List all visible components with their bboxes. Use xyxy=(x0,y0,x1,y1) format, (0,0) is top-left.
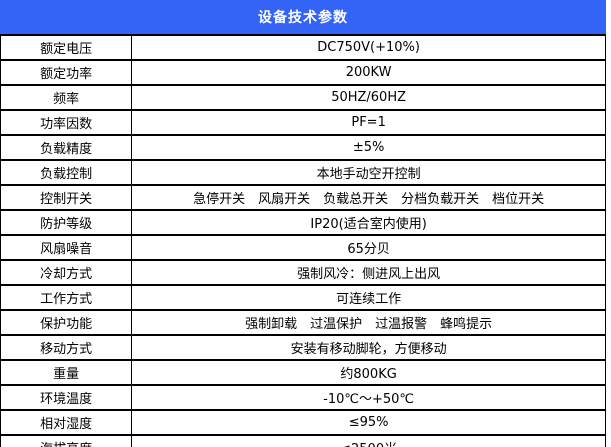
param-label-cell: 移动方式 xyxy=(0,334,133,361)
table-title: 设备技术参数 xyxy=(258,10,348,26)
param-value-cell: 可连续工作 xyxy=(131,284,606,311)
param-value-cell: DC750V(+10%) xyxy=(131,34,606,61)
param-label-cell: 频率 xyxy=(0,84,133,111)
param-label-cell: 相对湿度 xyxy=(0,409,133,436)
table-row: 海拔高度≤2500米 xyxy=(0,434,606,447)
table-row: 工作方式 可连续工作 xyxy=(0,284,606,311)
table-row: 保护功能 强制卸载 过温保护 过温报警 蜂鸣提示 xyxy=(0,309,606,336)
param-label-cell: 防护等级 xyxy=(0,209,133,236)
table-row: 负载精度 ±5% xyxy=(0,134,606,161)
table-title-bar: 设备技术参数 xyxy=(0,0,606,34)
table-row: 冷却方式 强制风冷：侧进风上出风 xyxy=(0,259,606,286)
param-label-cell: 冷却方式 xyxy=(0,259,133,286)
table-row: 重量 约800KG xyxy=(0,359,606,386)
table-row: 相对湿度 ≤95% xyxy=(0,409,606,436)
param-value-cell: 50HZ/60HZ xyxy=(131,84,606,111)
param-value-cell: ≤2500米 xyxy=(131,434,606,447)
param-value-cell: IP20(适合室内使用) xyxy=(131,209,606,236)
param-value-cell: 强制风冷：侧进风上出风 xyxy=(131,259,606,286)
param-value-cell: ≤95% xyxy=(131,409,606,436)
param-value-cell: 65分贝 xyxy=(131,234,606,261)
table-row: 额定电压 DC750V(+10%) xyxy=(0,34,606,61)
spec-table-body: 额定电压 DC750V(+10%) 额定功率 200KW 频率 50HZ/60HZ 功率因数… xyxy=(0,34,606,447)
table-row: 防护等级 IP20(适合室内使用) xyxy=(0,209,606,236)
table-row: 移动方式 安装有移动脚轮，方便移动 xyxy=(0,334,606,361)
param-value-cell: 约800KG xyxy=(131,359,606,386)
table-row: 功率因数 PF=1 xyxy=(0,109,606,136)
param-label-cell: 重量 xyxy=(0,359,133,386)
param-value-cell: ±5% xyxy=(131,134,606,161)
spec-table: 额定电压 DC750V(+10%) 额定功率 200KW 频率 50HZ/60HZ 功率因数… xyxy=(0,34,606,447)
param-label-cell: 风扇噪音 xyxy=(0,234,133,261)
table-row: 额定功率 200KW xyxy=(0,59,606,86)
param-value-cell: -10℃～+50℃ xyxy=(131,384,606,411)
param-value-cell: 急停开关 风扇开关 负载总开关 分档负载开关 档位开关 xyxy=(131,184,606,211)
param-label-cell: 功率因数 xyxy=(0,109,133,136)
param-value-cell: 本地手动空开控制 xyxy=(131,159,606,186)
param-value-cell: PF=1 xyxy=(131,109,606,136)
param-label-cell: 负载精度 xyxy=(0,134,133,161)
param-label-cell: 环境温度 xyxy=(0,384,133,411)
param-label-cell: 额定功率 xyxy=(0,59,133,86)
param-value-cell: 200KW xyxy=(131,59,606,86)
table-row: 控制开关 急停开关 风扇开关 负载总开关 分档负载开关 档位开关 xyxy=(0,184,606,211)
param-label-cell: 负载控制 xyxy=(0,159,133,186)
table-row: 负载控制 本地手动空开控制 xyxy=(0,159,606,186)
param-label-cell: 额定电压 xyxy=(0,34,133,61)
param-label-cell: 海拔高度 xyxy=(0,434,133,447)
param-label-cell: 工作方式 xyxy=(0,284,133,311)
table-row: 风扇噪音 65分贝 xyxy=(0,234,606,261)
param-value-cell: 强制卸载 过温保护 过温报警 蜂鸣提示 xyxy=(131,309,606,336)
table-row: 环境温度 -10℃～+50℃ xyxy=(0,384,606,411)
table-row: 频率 50HZ/60HZ xyxy=(0,84,606,111)
param-label-cell: 控制开关 xyxy=(0,184,133,211)
param-value-cell: 安装有移动脚轮，方便移动 xyxy=(131,334,606,361)
param-label-cell: 保护功能 xyxy=(0,309,133,336)
